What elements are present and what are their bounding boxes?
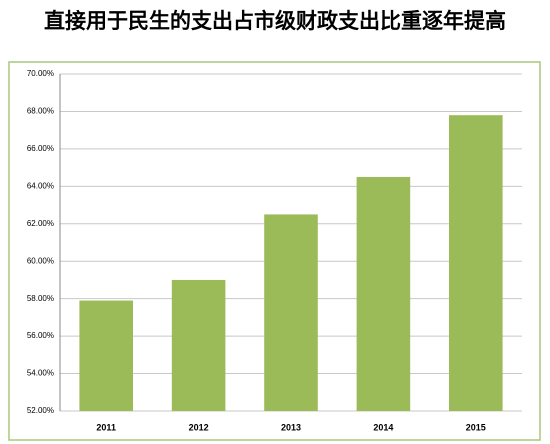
y-tick-label: 56.00%	[27, 331, 54, 340]
bar	[449, 115, 503, 411]
y-tick-label: 64.00%	[27, 181, 54, 190]
x-tick-label: 2014	[373, 422, 393, 432]
chart-frame	[8, 61, 541, 441]
x-tick-label: 2011	[96, 422, 116, 432]
y-tick-label: 54.00%	[27, 369, 54, 378]
y-tick-label: 62.00%	[27, 219, 54, 228]
bar	[79, 300, 133, 411]
y-tick-label: 68.00%	[27, 107, 54, 116]
y-tick-label: 58.00%	[27, 294, 54, 303]
y-tick-label: 70.00%	[27, 69, 54, 78]
x-tick-label: 2013	[281, 422, 301, 432]
bar	[171, 279, 226, 411]
chart-title: 直接用于民生的支出占市级财政支出比重逐年提高	[44, 9, 506, 33]
x-tick-label: 2012	[189, 422, 209, 432]
y-tick-label: 66.00%	[27, 144, 54, 153]
bar	[264, 214, 318, 411]
bar	[356, 176, 411, 411]
y-tick-label: 60.00%	[27, 256, 54, 265]
y-tick-label: 52.00%	[27, 406, 54, 415]
x-tick-label: 2015	[466, 422, 486, 432]
